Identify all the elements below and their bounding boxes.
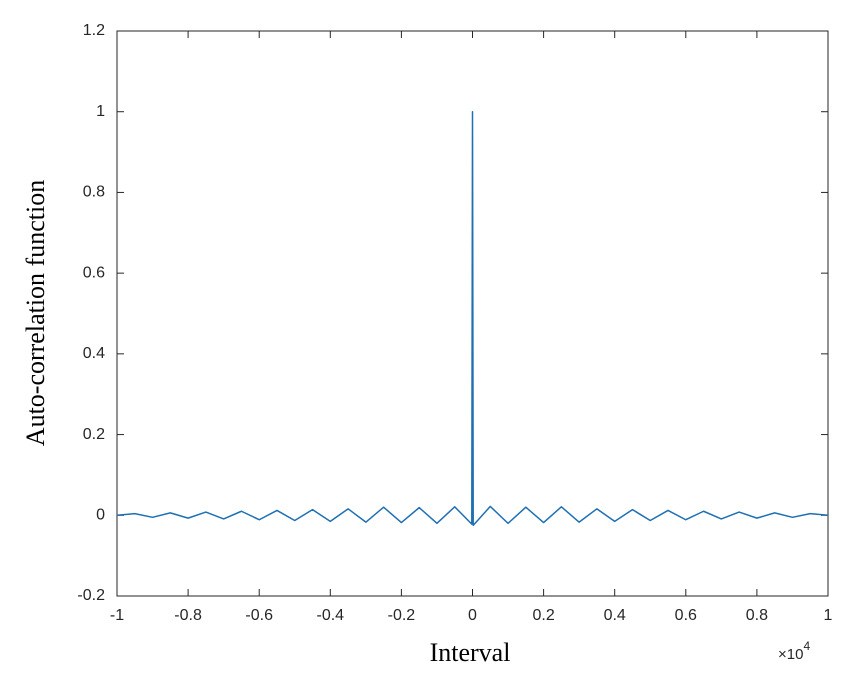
x-tick-label: 0.8 bbox=[746, 607, 768, 624]
x-tick-label: -0.6 bbox=[245, 607, 273, 624]
x-multiplier: ×104 bbox=[778, 639, 810, 663]
y-tick-label: 1 bbox=[96, 103, 105, 120]
y-tick-label: 0.4 bbox=[83, 345, 105, 362]
y-tick-label: -0.2 bbox=[77, 587, 105, 604]
x-axis-label: Interval bbox=[430, 638, 511, 667]
x-tick-label: -1 bbox=[110, 607, 124, 624]
x-tick-label: -0.2 bbox=[388, 607, 416, 624]
x-tick-label: -0.4 bbox=[317, 607, 345, 624]
y-tick-label: 0.2 bbox=[83, 426, 105, 443]
x-multiplier-exponent: 4 bbox=[803, 639, 810, 653]
x-tick-label: 0 bbox=[468, 607, 477, 624]
y-tick-label: 0.8 bbox=[83, 184, 105, 201]
x-tick-label: -0.8 bbox=[174, 607, 202, 624]
data-line bbox=[116, 110, 829, 527]
x-multiplier-base: ×10 bbox=[778, 646, 803, 663]
x-tick-label: 0.4 bbox=[604, 607, 626, 624]
x-tick-label: 0.6 bbox=[675, 607, 697, 624]
y-tick-label: 0.6 bbox=[83, 264, 105, 281]
y-axis-label: Auto-correlation function bbox=[21, 180, 50, 446]
y-tick-label: 1.2 bbox=[83, 22, 105, 39]
y-tick-label: 0 bbox=[96, 507, 105, 524]
x-tick-label: 0.2 bbox=[532, 607, 554, 624]
x-tick-label: 1 bbox=[824, 607, 833, 624]
